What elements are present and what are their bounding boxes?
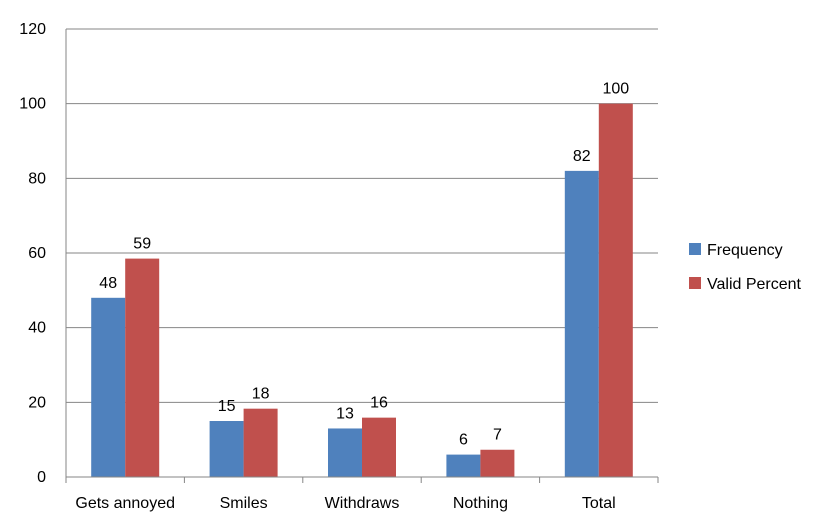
y-tick-label: 60 bbox=[28, 245, 46, 262]
gridlines bbox=[65, 28, 658, 477]
data-label: 13 bbox=[336, 405, 354, 422]
data-label: 48 bbox=[99, 275, 117, 292]
bar-valid-percent bbox=[598, 103, 633, 478]
bar-frequency bbox=[446, 454, 481, 477]
bar-frequency bbox=[564, 170, 599, 477]
data-label: 6 bbox=[459, 432, 468, 449]
bar-frequency bbox=[91, 297, 126, 477]
y-tick-label: 0 bbox=[37, 469, 46, 486]
legend-label: Frequency bbox=[707, 242, 783, 259]
data-label: 16 bbox=[370, 395, 388, 412]
y-axis-tick-labels: 0 20 40 60 80 100 120 bbox=[19, 21, 46, 486]
y-tick-label: 40 bbox=[28, 320, 46, 337]
legend-label: Valid Percent bbox=[707, 276, 802, 293]
x-category-label: Total bbox=[582, 495, 616, 512]
x-category-label: Smiles bbox=[220, 495, 268, 512]
bar-frequency bbox=[209, 421, 244, 477]
bar-valid-percent bbox=[243, 408, 278, 477]
y-tick-label: 100 bbox=[19, 96, 46, 113]
bar-valid-percent bbox=[125, 258, 160, 477]
x-category-label: Nothing bbox=[453, 495, 508, 512]
data-label: 15 bbox=[218, 398, 236, 415]
data-label: 18 bbox=[252, 386, 270, 403]
bar-valid-percent bbox=[480, 449, 515, 477]
data-label: 59 bbox=[133, 236, 151, 253]
x-axis-ticks bbox=[65, 477, 659, 483]
legend-swatch-frequency bbox=[689, 243, 701, 255]
data-label: 100 bbox=[602, 81, 629, 98]
x-axis-category-labels: Gets annoyed Smiles Withdraws Nothing Total bbox=[75, 495, 615, 512]
y-tick-label: 120 bbox=[19, 21, 46, 38]
legend-swatch-valid-percent bbox=[689, 277, 701, 289]
data-labels: 48 59 15 18 13 16 6 7 82 100 bbox=[99, 81, 629, 449]
bars bbox=[91, 103, 633, 478]
x-category-label: Gets annoyed bbox=[75, 495, 175, 512]
bar-frequency bbox=[328, 428, 362, 477]
y-tick-label: 80 bbox=[28, 170, 46, 187]
data-label: 7 bbox=[493, 427, 502, 444]
legend: Frequency Valid Percent bbox=[689, 242, 802, 293]
y-tick-label: 20 bbox=[28, 394, 46, 411]
x-category-label: Withdraws bbox=[325, 495, 400, 512]
bar-valid-percent bbox=[362, 417, 396, 477]
data-label: 82 bbox=[573, 148, 591, 165]
